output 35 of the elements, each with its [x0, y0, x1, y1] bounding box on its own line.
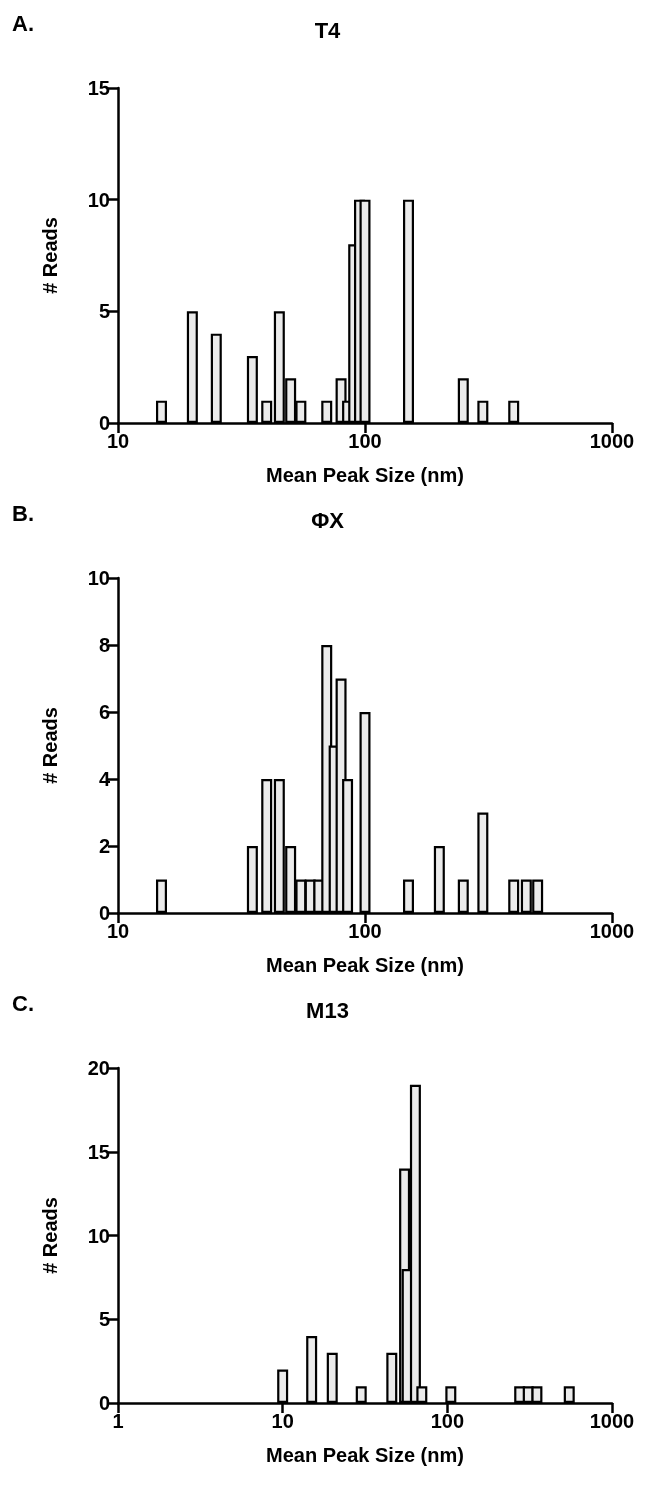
- x-tick-label: 1000: [589, 1410, 635, 1432]
- y-tick-label: 10: [87, 1224, 110, 1247]
- y-tick-label: 15: [87, 77, 110, 99]
- y-tick-label: 0: [98, 412, 110, 434]
- chart-title: T4: [314, 17, 342, 43]
- chart-title: ΦX: [311, 507, 345, 533]
- x-tick-label: 1000: [589, 430, 635, 452]
- x-axis-title: Mean Peak Size (nm): [266, 1444, 464, 1466]
- y-axis-title: # Reads: [39, 707, 61, 784]
- y-tick-label: 2: [98, 835, 110, 857]
- x-tick-label: 1000: [589, 920, 635, 942]
- x-axis-title: Mean Peak Size (nm): [266, 464, 464, 486]
- y-tick-label: 8: [98, 634, 110, 656]
- y-axis-title: # Reads: [39, 1197, 61, 1274]
- y-axis-title: # Reads: [39, 217, 61, 294]
- x-tick-label: 100: [348, 920, 382, 942]
- y-tick-label: 0: [98, 1392, 110, 1414]
- x-tick-label: 100: [348, 430, 382, 452]
- y-tick-label: 6: [98, 701, 110, 723]
- y-tick-label: 5: [98, 300, 110, 323]
- y-tick-label: 4: [98, 768, 111, 790]
- x-tick-label: 100: [430, 1410, 465, 1432]
- text: C.: [12, 990, 34, 1016]
- y-tick-label: 10: [87, 567, 110, 589]
- x-axis-title: Mean Peak Size (nm): [266, 954, 464, 976]
- y-tick-label: 15: [87, 1140, 110, 1163]
- y-tick-label: 5: [98, 1308, 110, 1331]
- chart-title: M13: [306, 997, 349, 1023]
- y-tick-label: 10: [87, 188, 110, 211]
- x-tick-label: 1: [112, 1410, 124, 1432]
- x-tick-label: 10: [271, 1410, 294, 1432]
- text: B.: [12, 500, 34, 526]
- y-tick-label: 0: [98, 902, 110, 924]
- y-tick-label: 20: [87, 1057, 110, 1079]
- text: A.: [12, 10, 34, 36]
